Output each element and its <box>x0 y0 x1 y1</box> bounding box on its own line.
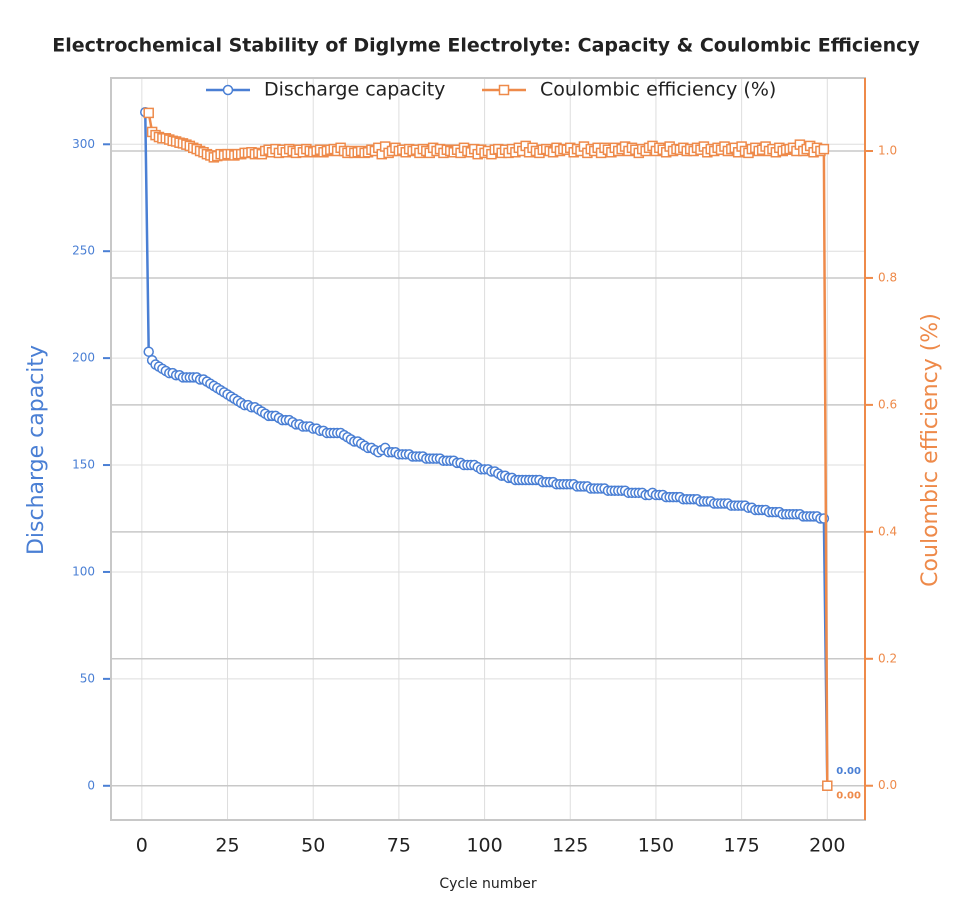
x-tick-label: 175 <box>723 835 759 857</box>
x-axis-label: Cycle number <box>439 876 537 892</box>
data-point <box>143 107 154 119</box>
value-label: 0.00 <box>836 766 861 777</box>
y-tick-label: 50 <box>80 671 95 685</box>
y2-tick-label: 0.6 <box>878 397 897 411</box>
y-tick-label: 200 <box>72 351 95 365</box>
plot-frame <box>110 77 866 821</box>
legend-label: Coulombic efficiency (%) <box>540 79 776 101</box>
grid <box>111 78 865 820</box>
y-axis-label: Discharge capacity <box>24 345 49 555</box>
chart-title: Electrochemical Stability of Diglyme Ele… <box>52 35 920 57</box>
legend-label: Discharge capacity <box>264 79 445 101</box>
series-line <box>147 112 829 786</box>
x-tick-label: 100 <box>466 835 502 857</box>
y-tick-label: 0 <box>87 778 95 792</box>
y-tick-label: 100 <box>72 564 95 578</box>
x-tick-label: 50 <box>301 835 325 857</box>
y-tick-label: 300 <box>72 137 95 151</box>
x-tick-label: 150 <box>638 835 674 857</box>
y2-tick-label: 0.8 <box>878 270 897 284</box>
legend-marker <box>498 84 510 96</box>
y-tick-label: 250 <box>72 244 95 258</box>
y2-axis-label: Coulombic efficiency (%) <box>918 313 943 587</box>
x-tick-label: 200 <box>809 835 845 857</box>
data-point <box>818 143 830 155</box>
series-line <box>144 112 829 786</box>
data-point <box>143 346 154 357</box>
y-tick-label: 150 <box>72 458 95 472</box>
legend-marker <box>222 84 234 96</box>
x-tick-label: 0 <box>136 835 148 857</box>
y2-tick-label: 0.2 <box>878 651 897 665</box>
x-tick-label: 75 <box>387 835 411 857</box>
y2-tick-label: 0.0 <box>878 778 897 792</box>
data-point <box>822 780 833 791</box>
y2-tick-label: 0.4 <box>878 524 897 538</box>
x-tick-label: 25 <box>215 835 239 857</box>
value-label: 0.00 <box>836 791 861 802</box>
x-tick-label: 125 <box>552 835 588 857</box>
y2-tick-label: 1.0 <box>878 143 897 157</box>
